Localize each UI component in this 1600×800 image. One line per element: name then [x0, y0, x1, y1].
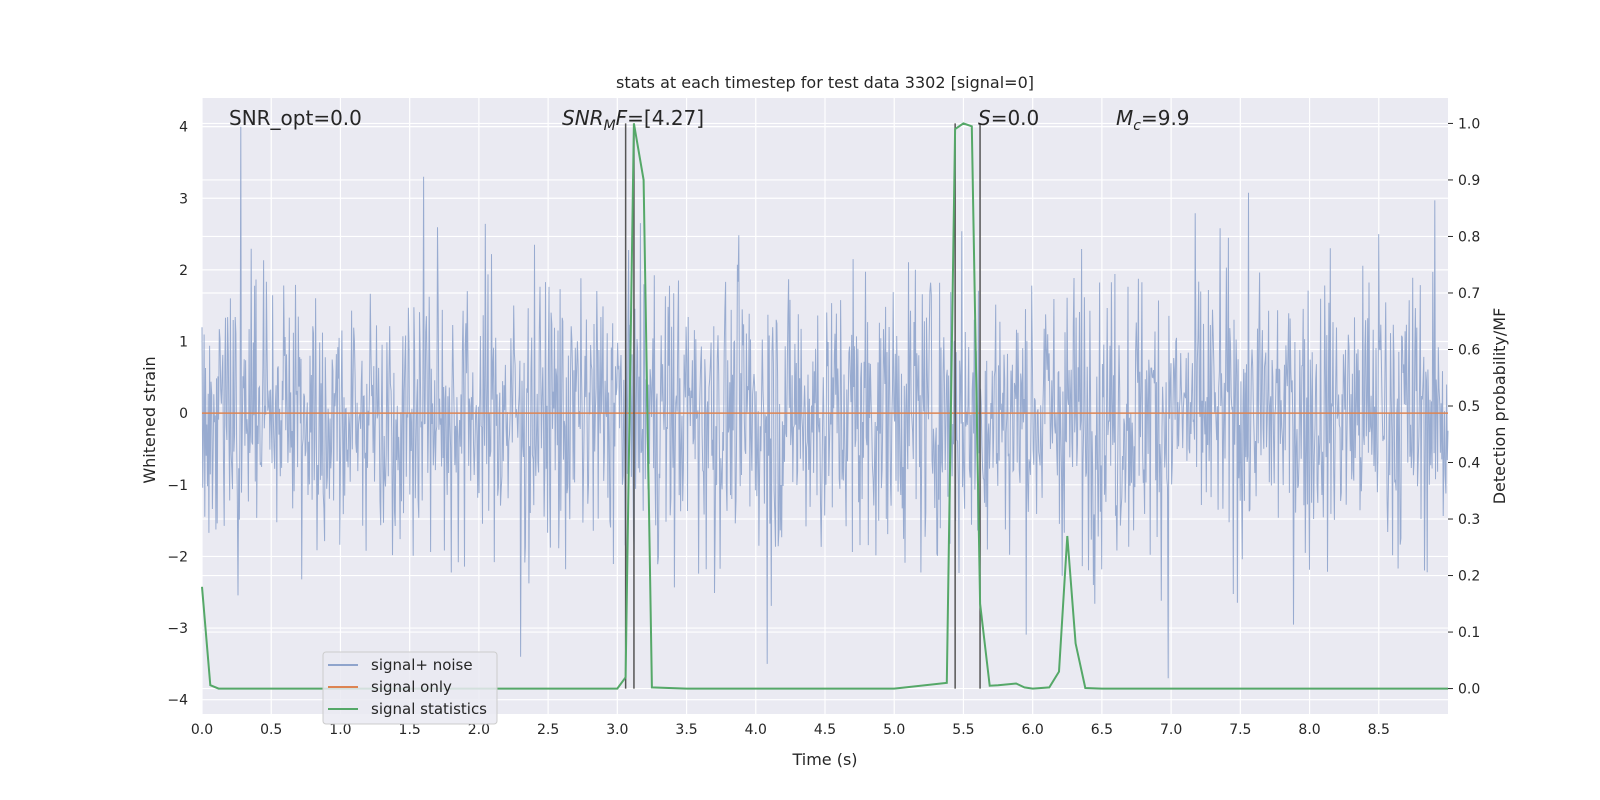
x-tick-label: 0.5 — [260, 722, 282, 738]
right-y-axis-label: Detection probability/MF — [1490, 308, 1509, 505]
x-tick-label: 1.0 — [329, 722, 351, 738]
x-tick-label: 6.5 — [1091, 722, 1113, 738]
x-tick-label: 2.0 — [468, 722, 490, 738]
mc-annotation: Mc=9.9 — [1116, 106, 1190, 134]
signal-noise-series — [201, 126, 1449, 679]
x-tick-label: 3.0 — [606, 722, 628, 738]
y-tick-label: −4 — [167, 693, 188, 709]
legend-label-signal-noise: signal+ noise — [371, 656, 473, 674]
y-tick-label: 2 — [179, 263, 188, 279]
y-axis-ticks: 4 3 2 1 0 −1 −2 −3 −4 — [167, 120, 188, 709]
right-y-tick-label: 0.1 — [1458, 625, 1480, 641]
chart-title: stats at each timestep for test data 330… — [616, 73, 1034, 92]
x-tick-label: 1.5 — [399, 722, 421, 738]
legend: signal+ noise signal only signal statist… — [322, 651, 498, 725]
legend-label-signal-statistics: signal statistics — [371, 700, 487, 718]
x-tick-label: 5.0 — [883, 722, 905, 738]
right-y-tick-label: 0.4 — [1458, 456, 1480, 472]
right-y-axis-ticks: 1.0 0.9 0.8 0.7 0.6 0.5 0.4 0.3 0.2 0.1 0.0 — [1448, 116, 1480, 698]
legend-label-signal-only: signal only — [371, 678, 452, 696]
y-tick-label: −3 — [167, 621, 188, 637]
right-y-tick-label: 0.9 — [1458, 173, 1480, 189]
grid-lines — [201, 98, 1448, 714]
right-y-tick-label: 0.6 — [1458, 342, 1480, 358]
x-tick-label: 8.5 — [1368, 722, 1390, 738]
right-y-tick-label: 0.8 — [1458, 229, 1480, 245]
x-tick-label: 7.0 — [1160, 722, 1182, 738]
x-tick-label: 7.5 — [1229, 722, 1251, 738]
signal-noise-line — [201, 126, 1449, 679]
x-tick-label: 5.5 — [952, 722, 974, 738]
x-tick-label: 2.5 — [537, 722, 559, 738]
x-axis-label: Time (s) — [791, 750, 857, 769]
y-tick-label: 1 — [179, 335, 188, 351]
s-annotation: S=0.0 — [978, 106, 1039, 130]
x-tick-label: 3.5 — [675, 722, 697, 738]
x-tick-label: 4.5 — [814, 722, 836, 738]
snr-opt-annotation: SNR_opt=0.0 — [229, 106, 362, 130]
legend-box — [322, 651, 498, 725]
x-tick-label: 8.0 — [1298, 722, 1320, 738]
right-y-tick-label: 0.0 — [1458, 682, 1480, 698]
x-tick-label: 6.0 — [1022, 722, 1044, 738]
y-axis-label: Whitened strain — [140, 356, 159, 483]
x-tick-label: 4.0 — [745, 722, 767, 738]
right-y-tick-label: 0.3 — [1458, 512, 1480, 528]
right-y-tick-label: 1.0 — [1458, 116, 1480, 132]
x-tick-label: 0.0 — [191, 722, 213, 738]
y-tick-label: −1 — [167, 478, 188, 494]
snr-mf-annotation: SNRMF=[4.27] — [562, 106, 704, 134]
y-tick-label: −2 — [167, 549, 188, 565]
y-tick-label: 0 — [179, 406, 188, 422]
x-axis-ticks: 0.0 0.5 1.0 1.5 2.0 2.5 3.0 3.5 4.0 4.5 5.0 5.5 6.0 6… — [191, 722, 1390, 738]
y-tick-label: 4 — [179, 120, 188, 136]
y-tick-label: 3 — [179, 191, 188, 207]
right-y-tick-label: 0.5 — [1458, 399, 1480, 415]
right-y-tick-label: 0.2 — [1458, 569, 1480, 585]
right-y-tick-label: 0.7 — [1458, 286, 1480, 302]
